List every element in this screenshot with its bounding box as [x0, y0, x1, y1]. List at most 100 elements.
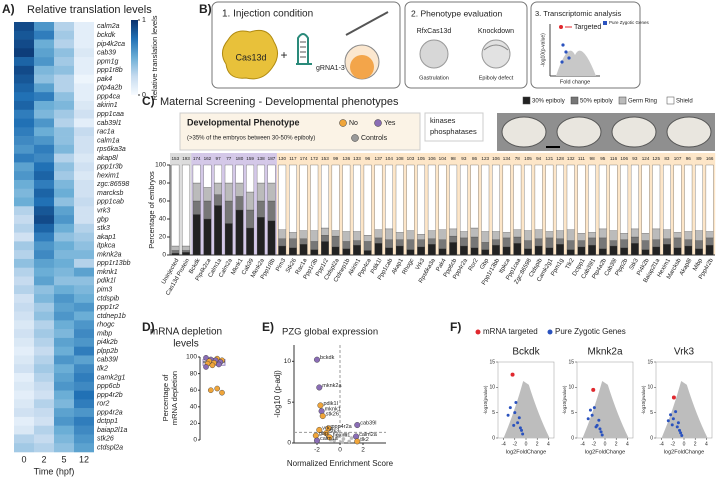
chart-title: Relative translation levels: [27, 4, 152, 16]
point: [316, 384, 323, 391]
y-tick-label: 10: [647, 385, 653, 391]
count-label: 108: [396, 156, 404, 161]
mini-point: [559, 25, 563, 29]
heat-cell: [74, 381, 94, 391]
point: [594, 425, 598, 429]
legend-label: Yes: [384, 120, 396, 127]
bar-segment: [171, 253, 180, 256]
heat-cell: [54, 390, 74, 400]
count-label: 134: [503, 156, 511, 161]
point: [597, 418, 601, 422]
bar-segment: [406, 239, 415, 250]
heat-cell: [34, 74, 54, 84]
bar-segment: [663, 229, 671, 239]
heat-cell: [54, 241, 74, 251]
heat-cell: [34, 443, 54, 453]
gene-label: vrk3: [97, 208, 110, 215]
point: [669, 413, 673, 417]
y-axis-label: -log10(pvalue): [641, 385, 646, 414]
count-label: 123: [481, 156, 489, 161]
gene-label: camk2g1: [97, 374, 126, 381]
bar-segment: [214, 182, 222, 195]
bar-segment: [417, 234, 426, 240]
heat-cell: [14, 136, 34, 146]
gene-label: pip4k2ca: [96, 41, 125, 48]
heat-cell: [34, 373, 54, 383]
count-label: 130: [278, 156, 286, 161]
gene-label: tlk2: [97, 365, 108, 372]
gene-label: baiap2l1a: [97, 427, 127, 434]
colorbar: [131, 20, 138, 95]
bar-segment: [417, 164, 426, 235]
point-label: mknk1: [325, 407, 341, 413]
heat-cell: [14, 65, 34, 75]
guide-label: gRNA1-3: [316, 65, 345, 72]
heat-cell: [74, 65, 94, 75]
point: [506, 413, 510, 417]
bar-segment: [588, 244, 596, 256]
heat-cell: [14, 179, 34, 190]
bar-segment: [267, 182, 276, 202]
gene-label: rac1a: [97, 129, 115, 136]
heat-cell: [74, 355, 94, 365]
step-box: [211, 1, 401, 89]
point: [588, 408, 592, 412]
bar-segment: [630, 164, 639, 230]
bar-segment: [182, 245, 190, 251]
heat-cell: [54, 276, 74, 286]
gene-label: ppp1r3b: [96, 164, 123, 171]
bar-segment: [502, 232, 511, 239]
heat-cell: [54, 153, 74, 163]
count-label: 136: [342, 156, 350, 161]
point: [209, 362, 216, 369]
gene-label: ppp1r13bb: [96, 260, 131, 267]
bar-segment: [577, 164, 586, 234]
stage-label: Gastrulation: [419, 75, 449, 81]
bar-segment: [577, 233, 586, 241]
bar-segment: [556, 164, 564, 231]
embryo-photo: [501, 116, 547, 148]
heat-cell: [14, 399, 34, 409]
point: [590, 413, 594, 417]
point: [510, 372, 515, 377]
gene-label: pdik1l: [96, 278, 116, 285]
bar-segment: [278, 238, 287, 247]
heat-cell: [54, 232, 74, 242]
bar-segment: [299, 230, 308, 239]
heat-cell: [74, 320, 94, 330]
count-label: 153: [172, 156, 180, 161]
heat-cell: [74, 364, 94, 374]
heat-cell: [14, 329, 34, 339]
x-tick-label: Stk3: [629, 257, 641, 271]
panel-label: A): [2, 2, 15, 16]
bar-segment: [534, 164, 543, 230]
gene-label: ppp1cab: [96, 199, 124, 206]
legend-swatch: [603, 21, 607, 25]
count-label: 128: [556, 156, 564, 161]
bar-segment: [513, 229, 522, 238]
bar-segment: [267, 220, 276, 256]
heat-cell: [54, 329, 74, 339]
heat-cell: [14, 443, 34, 453]
bar-segment: [598, 237, 607, 249]
gene-label: hexim1: [97, 172, 120, 179]
x-tick-label: Ror2: [468, 257, 480, 272]
heat-cell: [54, 127, 74, 137]
x-tick-label: 0: [21, 454, 26, 464]
bar-segment: [673, 232, 682, 239]
point: [513, 411, 517, 415]
heat-cell: [14, 320, 34, 330]
x-tick-label: 2: [41, 454, 46, 464]
x-tick-label: -4: [659, 441, 664, 447]
bar-segment: [246, 209, 255, 229]
bar-segment: [556, 244, 564, 256]
legend-label: Pure Zygotic Genes: [555, 327, 626, 336]
bar-segment: [353, 164, 361, 232]
heat-cell: [54, 171, 74, 181]
bar-segment: [331, 246, 340, 256]
heat-cell: [14, 48, 34, 58]
bar-segment: [427, 230, 436, 239]
chart-title: PZG global expression: [282, 327, 378, 338]
heat-cell: [14, 171, 34, 181]
bar-segment: [406, 164, 415, 231]
